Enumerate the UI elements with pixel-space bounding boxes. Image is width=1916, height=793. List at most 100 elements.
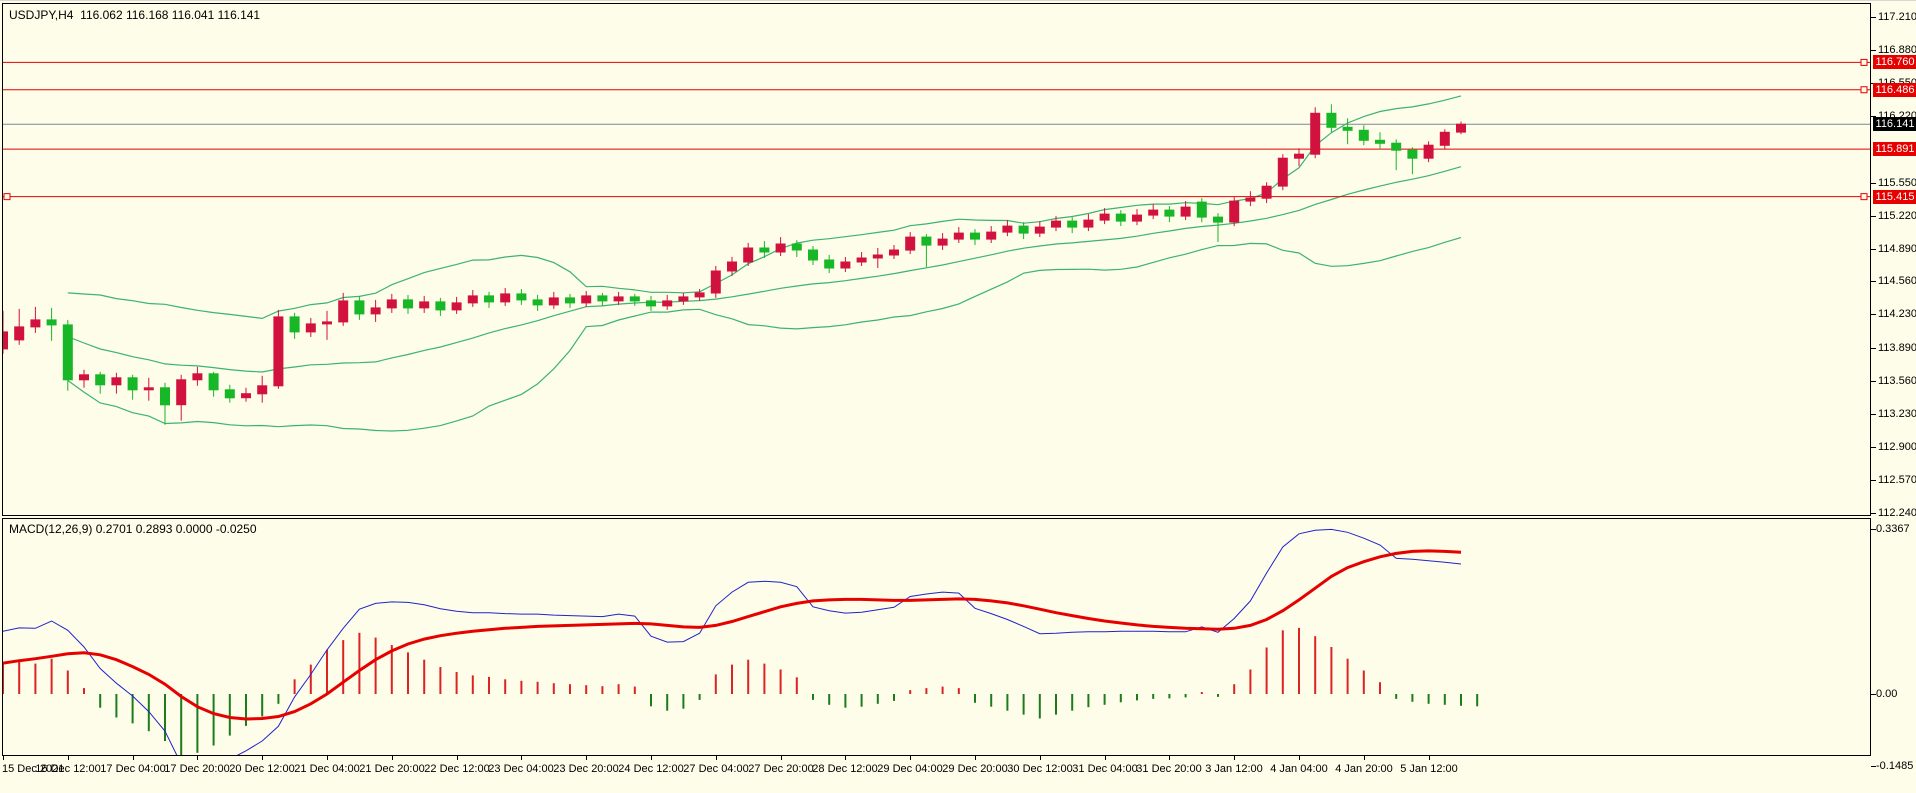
- candle-body: [62, 324, 73, 381]
- candle-body: [1018, 225, 1029, 234]
- candle-body: [241, 393, 251, 399]
- time-tick: [327, 756, 328, 760]
- price-axis-label: 116.880: [1878, 44, 1916, 56]
- candle-body: [14, 326, 25, 341]
- candlestick-chart-canvas[interactable]: [3, 4, 1870, 515]
- time-tick: [392, 756, 393, 760]
- time-axis-label: 16 Dec 12:00: [35, 763, 101, 775]
- time-axis-label: 27 Dec 04:00: [683, 763, 749, 775]
- bollinger-band-mid: [67, 166, 1462, 373]
- time-axis-label: 22 Dec 12:00: [424, 763, 490, 775]
- candle-body: [1358, 129, 1369, 141]
- macd-axis-label: -0.1485: [1876, 760, 1914, 772]
- price-tick: [1871, 249, 1876, 250]
- price-axis-label: 114.560: [1878, 275, 1916, 287]
- candle-body: [970, 232, 980, 240]
- time-tick: [521, 756, 522, 760]
- macd-main-line: [3, 528, 1462, 755]
- macd-signal-line: [3, 549, 1462, 721]
- price-axis-label: 115.550: [1878, 177, 1916, 189]
- candle-body: [1180, 206, 1191, 217]
- candle-body: [46, 319, 57, 326]
- macd-tick: [1871, 766, 1876, 767]
- candle-body: [937, 238, 948, 246]
- line-anchor[interactable]: [1860, 193, 1868, 201]
- candle-body: [1051, 220, 1061, 228]
- candle-body: [79, 374, 89, 381]
- macd-params-label: MACD(12,26,9): [9, 522, 93, 536]
- candle-body: [451, 302, 462, 311]
- candle-body: [419, 301, 430, 309]
- candle-body: [1277, 157, 1288, 187]
- macd-axis-label: 0.00: [1876, 688, 1898, 700]
- time-tick: [910, 756, 911, 760]
- price-axis-label: 112.570: [1878, 474, 1916, 486]
- time-axis-label: 23 Dec 04:00: [488, 763, 554, 775]
- time-axis-label: 29 Dec 20:00: [942, 763, 1008, 775]
- candle-body: [1342, 126, 1353, 131]
- candle-body: [3, 331, 8, 350]
- candle-body: [727, 261, 737, 272]
- candle-body: [824, 259, 835, 269]
- candle-body: [1115, 213, 1126, 222]
- candle-body: [710, 270, 721, 294]
- candle-body: [597, 295, 608, 302]
- candle-body: [1439, 131, 1450, 146]
- candle-body: [629, 296, 640, 302]
- price-line-badge[interactable]: 116.486: [1873, 83, 1916, 97]
- candle-body: [467, 295, 478, 304]
- price-tick: [1871, 381, 1876, 382]
- time-axis-label: 31 Dec 20:00: [1136, 763, 1202, 775]
- macd-chart-canvas[interactable]: [3, 519, 1870, 755]
- macd-values-readout: 0.2701 0.2893 0.0000 -0.0250: [95, 522, 257, 536]
- candle-body: [95, 374, 106, 386]
- time-tick: [1299, 756, 1300, 760]
- time-axis-label: 15 Dec 2021: [2, 763, 65, 775]
- time-axis-label: 4 Jan 20:00: [1335, 763, 1393, 775]
- price-line-badge[interactable]: 115.415: [1873, 190, 1916, 204]
- time-axis-label: 29 Dec 04:00: [877, 763, 943, 775]
- time-axis-label: 17 Dec 04:00: [100, 763, 166, 775]
- time-tick: [133, 756, 134, 760]
- candle-body: [1132, 214, 1142, 222]
- line-anchor[interactable]: [3, 193, 11, 201]
- price-axis-label: 113.890: [1878, 342, 1916, 354]
- macd-tick: [1871, 529, 1876, 530]
- candle-body: [30, 319, 41, 328]
- candle-body: [759, 247, 770, 253]
- candle-body: [435, 301, 446, 311]
- time-axis-label: 4 Jan 04:00: [1270, 763, 1328, 775]
- price-tick: [1871, 116, 1876, 117]
- line-anchor[interactable]: [1860, 86, 1868, 94]
- line-anchor[interactable]: [1860, 58, 1868, 66]
- price-axis-label: 114.230: [1878, 308, 1916, 320]
- candle-body: [1083, 219, 1094, 228]
- candle-body: [370, 307, 381, 315]
- price-tick: [1871, 50, 1876, 51]
- price-tick: [1871, 314, 1876, 315]
- candle-body: [516, 293, 527, 301]
- candle-body: [921, 236, 932, 246]
- price-line-badge[interactable]: 116.760: [1873, 55, 1916, 69]
- candle-body: [386, 299, 397, 309]
- price-line-badge[interactable]: 115.891: [1873, 142, 1916, 156]
- candle-body: [1002, 225, 1013, 233]
- candle-body: [127, 377, 138, 391]
- candle-body: [1407, 149, 1418, 159]
- candle-body: [192, 373, 203, 381]
- price-tick: [1871, 480, 1876, 481]
- time-tick: [262, 756, 263, 760]
- candle-body: [1261, 185, 1272, 199]
- symbol-title: USDJPY,H4 116.062 116.168 116.041 116.14…: [9, 8, 260, 22]
- candle-body: [257, 385, 268, 395]
- time-axis-label: 5 Jan 12:00: [1400, 763, 1458, 775]
- macd-indicator-panel[interactable]: MACD(12,26,9) 0.2701 0.2893 0.0000 -0.02…: [2, 518, 1871, 756]
- candle-body: [1423, 144, 1434, 159]
- candle-body: [953, 232, 964, 240]
- time-axis-label: 24 Dec 12:00: [618, 763, 684, 775]
- price-chart-panel[interactable]: USDJPY,H4 116.062 116.168 116.041 116.14…: [2, 3, 1871, 516]
- price-tick: [1871, 17, 1876, 18]
- time-tick: [1169, 756, 1170, 760]
- candle-body: [1391, 142, 1402, 151]
- time-axis-label: 23 Dec 20:00: [553, 763, 619, 775]
